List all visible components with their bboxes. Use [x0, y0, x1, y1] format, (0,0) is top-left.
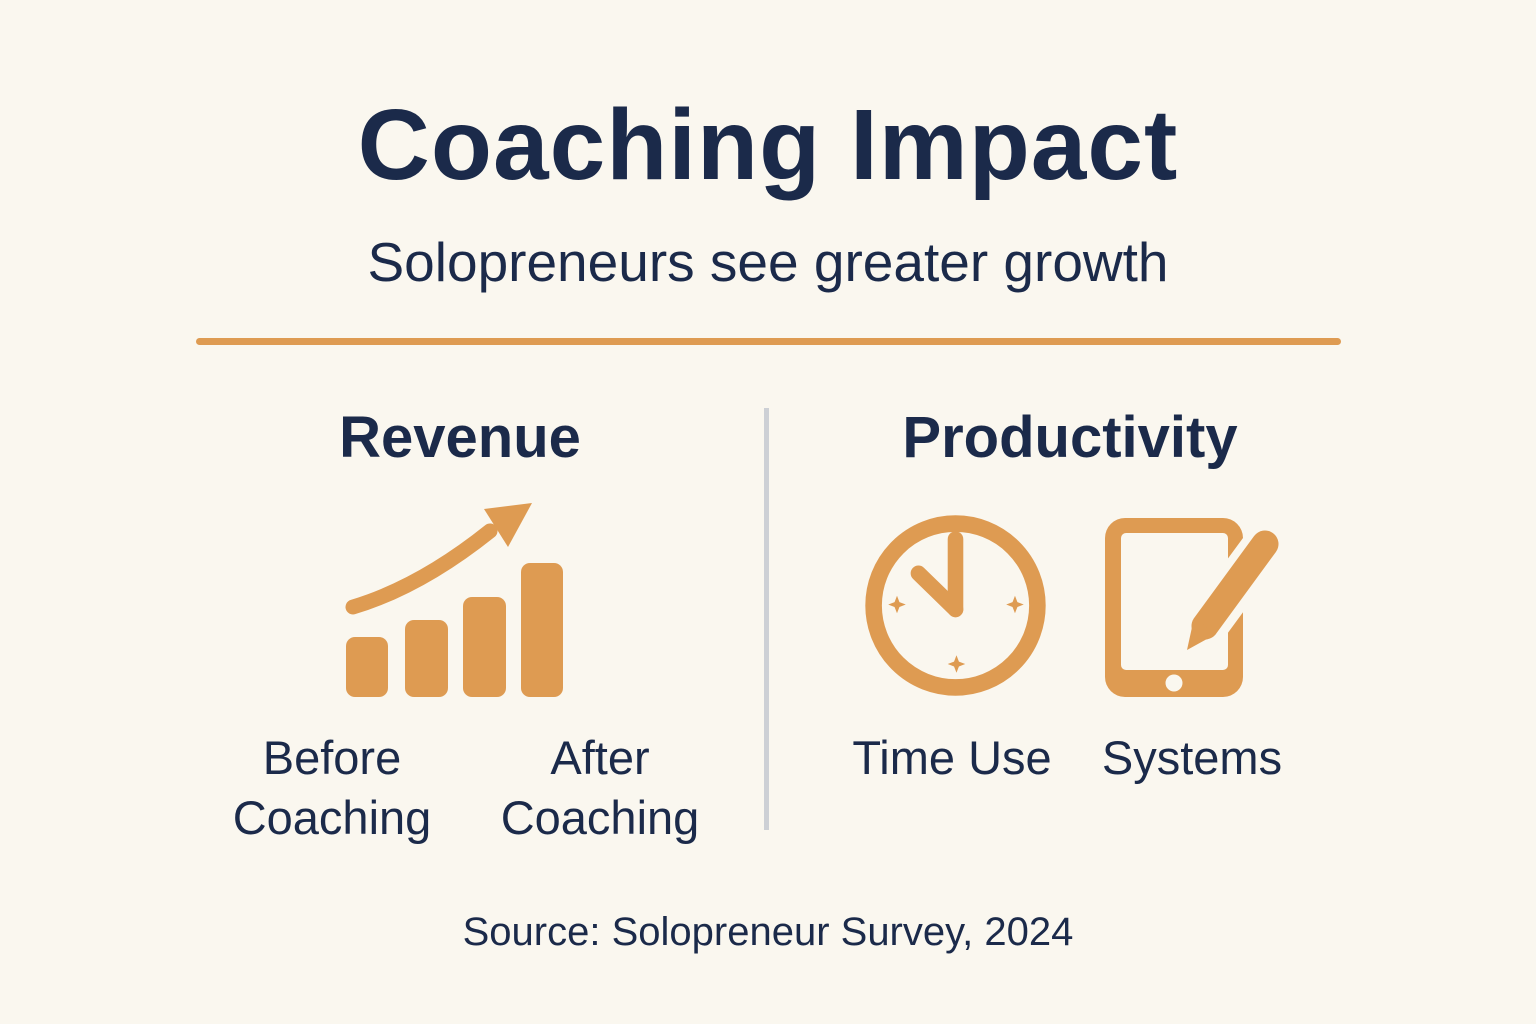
growth-chart-icon: [338, 497, 578, 702]
clock-icon: [858, 508, 1053, 703]
label-before-coaching: Before Coaching: [232, 731, 432, 844]
vertical-divider: [764, 408, 769, 830]
label-after-coaching: After Coaching: [500, 731, 700, 844]
page-title: Coaching Impact: [357, 89, 1179, 201]
revenue-heading: Revenue: [339, 405, 581, 470]
tablet-pen-icon: [1085, 500, 1300, 710]
page-subtitle: Solopreneurs see greater growth: [367, 231, 1169, 293]
source-citation: Source: Solopreneur Survey, 2024: [462, 910, 1074, 954]
label-time-use: Time Use: [852, 731, 1052, 784]
productivity-heading: Productivity: [902, 405, 1238, 470]
label-systems: Systems: [1101, 731, 1283, 784]
horizontal-divider: [196, 338, 1341, 345]
